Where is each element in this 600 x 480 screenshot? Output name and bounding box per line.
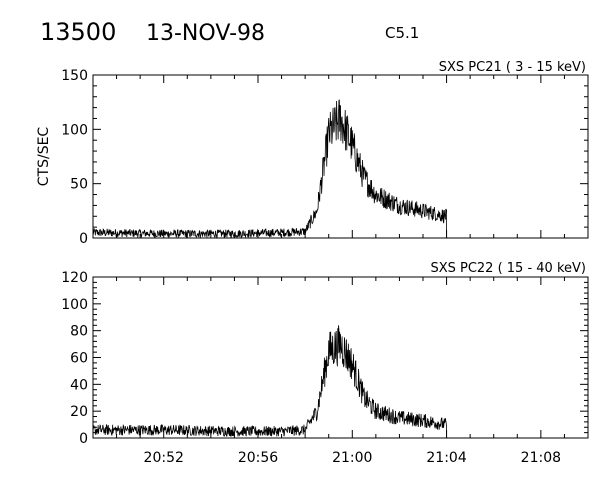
flare-class-label: C5.1 (385, 24, 419, 42)
y-tick-label: 120 (61, 270, 88, 286)
series-line-1 (92, 99, 447, 239)
y-tick-label: 50 (70, 177, 88, 193)
chart-panel-2: 0 20 40 60 80 100 120 SXS PC22 ( 15 - 40 keV) (61, 261, 589, 447)
event-id: 13500 (40, 18, 116, 46)
date-label: 13-NOV-98 (146, 21, 265, 46)
series-line-1 (92, 325, 447, 438)
chart-title: SXS PC21 ( 3 - 15 keV) (439, 60, 586, 75)
y-tick-label: 40 (70, 377, 88, 393)
y-tick-label: 0 (79, 231, 88, 247)
chart-title: SXS PC22 ( 15 - 40 keV) (430, 261, 586, 276)
x-tick-label: 20:56 (238, 450, 278, 466)
x-tick-label: 21:04 (426, 450, 466, 466)
x-tick-label: 21:00 (332, 450, 372, 466)
plot-frame (92, 74, 589, 239)
y-tick-label: 100 (61, 297, 88, 313)
x-tick-label: 20:52 (144, 450, 184, 466)
y-tick-label: 20 (70, 404, 88, 420)
y-tick-label: 0 (79, 431, 88, 447)
y-tick-label: 150 (61, 68, 88, 84)
x-tick-label: 21:08 (521, 450, 561, 466)
charts-group: 0 50 100 150 SXS PC21 ( 3 - 15 keV) CTS/SEC 0 2… (36, 60, 589, 466)
y-tick-label: 60 (70, 351, 88, 367)
y-tick-label: 100 (61, 122, 88, 138)
y-axis-label: CTS/SEC (36, 127, 52, 187)
chart-panel-1: 0 50 100 150 SXS PC21 ( 3 - 15 keV) CTS/SEC (36, 60, 589, 247)
y-tick-label: 80 (70, 324, 88, 340)
